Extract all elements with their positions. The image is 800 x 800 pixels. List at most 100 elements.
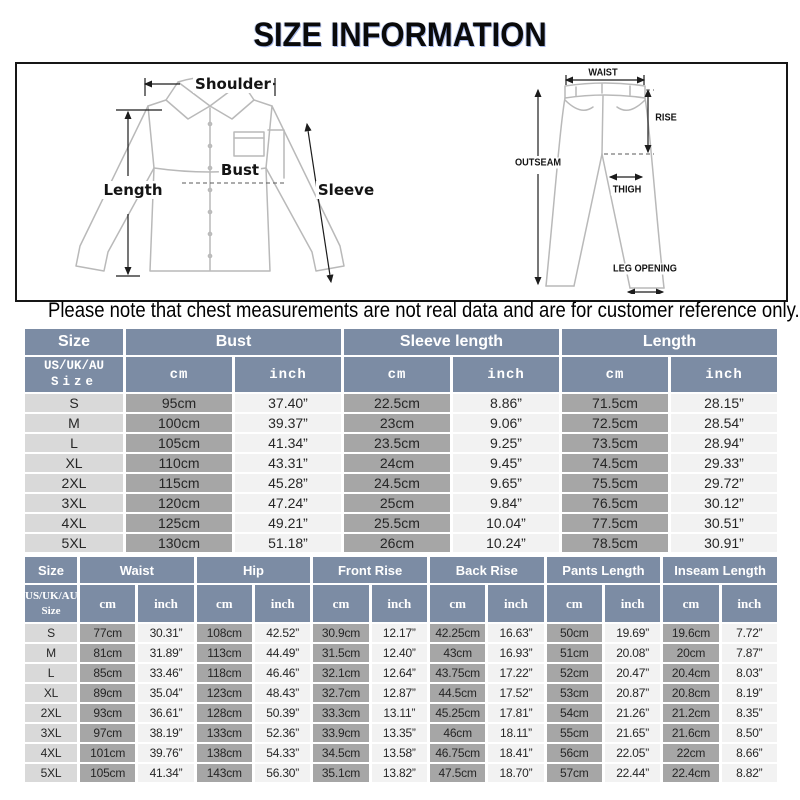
- cm-value-cell: 20cm: [663, 644, 719, 662]
- inch-value-cell: 12.40”: [371, 644, 427, 662]
- cm-value-cell: 50cm: [546, 624, 602, 642]
- measurement-diagram-box: Shoulder Length Bust Sleeve WAIST RISE O…: [15, 62, 788, 302]
- table-row: 4XL 101cm 39.76” 138cm 54.33” 34.5cm 13.58” 46.…: [25, 744, 777, 762]
- cm-unit-header: cm: [196, 585, 252, 622]
- inch-value-cell: 21.26”: [604, 704, 661, 722]
- cm-value-cell: 123cm: [196, 684, 252, 702]
- cm-unit-header: cm: [562, 357, 668, 392]
- cm-value-cell: 32.1cm: [313, 664, 369, 682]
- cm-unit-header: cm: [344, 357, 450, 392]
- table-row: M 81cm 31.89” 113cm 44.49” 31.5cm 12.40” 43cm 16…: [25, 644, 777, 662]
- cm-value-cell: 46cm: [429, 724, 486, 742]
- inch-value-cell: 8.82”: [721, 764, 777, 782]
- inch-value-cell: 13.58”: [371, 744, 427, 762]
- cm-value-cell: 43.75cm: [429, 664, 486, 682]
- cm-value-cell: 47.5cm: [429, 764, 486, 782]
- inch-value-cell: 28.15”: [671, 394, 777, 412]
- size-cell: XL: [25, 454, 123, 472]
- shirt-outline: [75, 76, 345, 272]
- inch-value-cell: 28.54”: [671, 414, 777, 432]
- inch-value-cell: 8.35”: [721, 704, 777, 722]
- inch-value-cell: 8.03”: [721, 664, 777, 682]
- inch-value-cell: 49.21”: [235, 514, 341, 532]
- inch-value-cell: 51.18”: [235, 534, 341, 552]
- pants-dimension-arrows: [534, 75, 665, 294]
- cm-value-cell: 138cm: [196, 744, 252, 762]
- cm-value-cell: 110cm: [126, 454, 232, 472]
- inch-value-cell: 10.04”: [453, 514, 559, 532]
- inch-unit-header: inch: [604, 585, 661, 622]
- unit-header-row: US/UK/AU Size cm inch cm inch cm inch: [25, 357, 777, 392]
- inch-value-cell: 8.50”: [721, 724, 777, 742]
- inch-value-cell: 17.52”: [488, 684, 544, 702]
- cm-value-cell: 72.5cm: [562, 414, 668, 432]
- inch-value-cell: 8.86”: [453, 394, 559, 412]
- note-text: Please note that chest measurements are …: [48, 299, 800, 322]
- cm-value-cell: 133cm: [196, 724, 252, 742]
- inch-unit-header: inch: [721, 585, 777, 622]
- inch-value-cell: 9.25”: [453, 434, 559, 452]
- waist-group-header: Waist: [80, 557, 194, 583]
- cm-value-cell: 118cm: [196, 664, 252, 682]
- size-cell: 2XL: [25, 704, 77, 722]
- cm-value-cell: 101cm: [80, 744, 136, 762]
- table-row: S 95cm 37.40” 22.5cm 8.86” 71.5cm 28.15”: [25, 394, 777, 412]
- inch-unit-header: inch: [671, 357, 777, 392]
- inch-value-cell: 56.30”: [254, 764, 311, 782]
- table-row: 5XL 105cm 41.34” 143cm 56.30” 35.1cm 13.82” 47.…: [25, 764, 777, 782]
- cm-value-cell: 30.9cm: [313, 624, 369, 642]
- size-cell: M: [25, 644, 77, 662]
- size-cell: 3XL: [25, 494, 123, 512]
- thigh-label: THIGH: [610, 184, 644, 196]
- pants-size-table: Size Waist Hip Front Rise Back Rise Pant…: [22, 555, 780, 784]
- size-group-header: Size: [25, 329, 123, 355]
- cm-value-cell: 33.3cm: [313, 704, 369, 722]
- inch-value-cell: 39.76”: [138, 744, 194, 762]
- inch-value-cell: 48.43”: [254, 684, 311, 702]
- cm-value-cell: 93cm: [80, 704, 136, 722]
- waist-label: WAIST: [586, 67, 620, 79]
- size-cell: L: [25, 664, 77, 682]
- cm-unit-header: cm: [313, 585, 369, 622]
- inch-value-cell: 9.45”: [453, 454, 559, 472]
- pants-outline: [545, 82, 665, 289]
- cm-value-cell: 21.2cm: [663, 704, 719, 722]
- cm-value-cell: 34.5cm: [313, 744, 369, 762]
- pants-line-art: [534, 75, 665, 294]
- size-cell: L: [25, 434, 123, 452]
- cm-value-cell: 78.5cm: [562, 534, 668, 552]
- table-row: L 105cm 41.34” 23.5cm 9.25” 73.5cm 28.94”: [25, 434, 777, 452]
- inch-value-cell: 47.24”: [235, 494, 341, 512]
- rise-label: RISE: [653, 112, 679, 124]
- size-standard-header: US/UK/AU Size: [25, 585, 78, 622]
- cm-value-cell: 75.5cm: [562, 474, 668, 492]
- cm-value-cell: 44.5cm: [429, 684, 486, 702]
- size-standard-line2: Size: [41, 604, 61, 617]
- size-cell: 3XL: [25, 724, 77, 742]
- cm-unit-header: cm: [429, 585, 486, 622]
- cm-value-cell: 25cm: [344, 494, 450, 512]
- table-row: XL 110cm 43.31” 24cm 9.45” 74.5cm 29.33”: [25, 454, 777, 472]
- inch-value-cell: 12.87”: [371, 684, 427, 702]
- inch-value-cell: 46.46”: [254, 664, 311, 682]
- inch-value-cell: 20.08”: [604, 644, 661, 662]
- inch-value-cell: 41.34”: [138, 764, 194, 782]
- sleeve-length-group-header: Sleeve length: [344, 329, 559, 355]
- inch-value-cell: 7.87”: [721, 644, 777, 662]
- cm-value-cell: 54cm: [546, 704, 602, 722]
- cm-unit-header: cm: [126, 357, 232, 392]
- cm-value-cell: 51cm: [546, 644, 602, 662]
- table-row: XL 89cm 35.04” 123cm 48.43” 32.7cm 12.87” 44.5c…: [25, 684, 777, 702]
- cm-value-cell: 22cm: [663, 744, 719, 762]
- inch-value-cell: 30.31”: [138, 624, 194, 642]
- inch-value-cell: 43.31”: [235, 454, 341, 472]
- inch-value-cell: 17.22”: [488, 664, 544, 682]
- size-standard-line2: Size: [50, 374, 97, 389]
- cm-value-cell: 22.4cm: [663, 764, 719, 782]
- cm-value-cell: 85cm: [80, 664, 136, 682]
- inch-value-cell: 8.19”: [721, 684, 777, 702]
- cm-value-cell: 113cm: [196, 644, 252, 662]
- length-label: Length: [101, 181, 165, 199]
- cm-value-cell: 46.75cm: [429, 744, 486, 762]
